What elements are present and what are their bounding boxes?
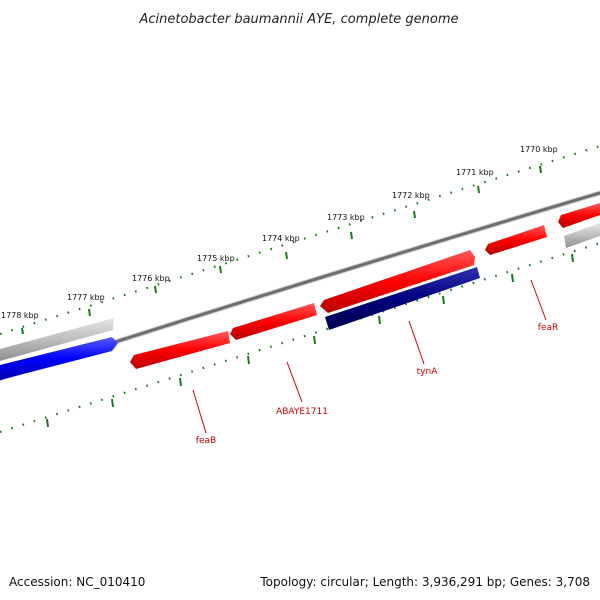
gene-bar-grey [0, 318, 114, 361]
tick-label: 1778 kbp [1, 311, 39, 320]
gene-bar-forward-1 [320, 250, 475, 313]
tick-label: 1776 kbp [132, 274, 170, 283]
inner-ruler-major-tick [378, 315, 381, 325]
tick-label: 1773 kbp [327, 213, 365, 222]
outer-ruler-major-tick [154, 285, 157, 294]
leader-ABAYE1711 [286, 361, 303, 403]
tick-label: 1774 kbp [262, 234, 300, 243]
tick-label: 1777 kbp [67, 293, 105, 302]
inner-ruler-major-tick [46, 418, 49, 428]
inner-ruler [0, 241, 600, 434]
outer-ruler-major-tick [477, 185, 480, 194]
outer-ruler-major-tick [413, 210, 416, 219]
gene-label-ABAYE1711: ABAYE1711 [276, 407, 328, 417]
inner-ruler-major-tick [442, 295, 445, 305]
inner-ruler-major-tick [511, 273, 514, 283]
outer-ruler-major-tick [285, 251, 288, 260]
leader-feaR [530, 279, 547, 321]
map-title: Acinetobacter baumannii AYE, complete ge… [138, 12, 458, 27]
gene-bar-blue [0, 337, 118, 380]
inner-ruler-major-tick [313, 335, 316, 345]
outer-ruler-major-tick [21, 327, 24, 335]
tick-label: 1770 kbp [520, 145, 558, 154]
tick-labels: 1778 kbp 1777 kbp 1776 kbp 1775 kbp 1774… [1, 145, 558, 320]
outer-strand-genes [0, 203, 600, 369]
inner-ruler-major-tick [179, 377, 182, 387]
gene-bar-grey-inner [564, 223, 600, 248]
inner-ruler-major-tick [111, 398, 114, 408]
outer-ruler [0, 144, 600, 336]
outer-ruler-major-tick [350, 231, 353, 240]
tick-label: 1771 kbp [456, 168, 494, 177]
inner-strand-genes [0, 223, 600, 380]
tick-label: 1772 kbp [392, 191, 430, 200]
outer-ruler-major-tick [88, 308, 91, 317]
inner-ruler-major-tick [571, 253, 574, 263]
gene-label-leaders [192, 279, 547, 434]
gene-label-feaB: feaB [196, 436, 216, 446]
outer-ruler-major-tick [539, 165, 542, 174]
gene-bar-reverse-1 [325, 267, 480, 330]
gene-bar-forward-5 [558, 203, 600, 228]
gene-bar-forward-4 [485, 225, 547, 255]
leader-feaB [192, 389, 207, 434]
leader-tynA [408, 320, 425, 365]
outer-ruler-major-tick [219, 265, 222, 274]
gene-bar-forward-2 [230, 303, 317, 340]
gene-bar-forward-3 [130, 331, 230, 369]
tick-label: 1775 kbp [197, 254, 235, 263]
inner-ruler-major-tick [247, 355, 250, 365]
gene-labels: feaB ABAYE1711 tynA feaR [196, 323, 558, 446]
genome-summary-text: Topology: circular; Length: 3,936,291 bp… [259, 575, 590, 589]
gene-label-feaR: feaR [538, 323, 558, 333]
accession-text: Accession: NC_010410 [9, 575, 145, 589]
gene-label-tynA: tynA [417, 367, 439, 377]
inner-ruler-dots [0, 241, 600, 434]
